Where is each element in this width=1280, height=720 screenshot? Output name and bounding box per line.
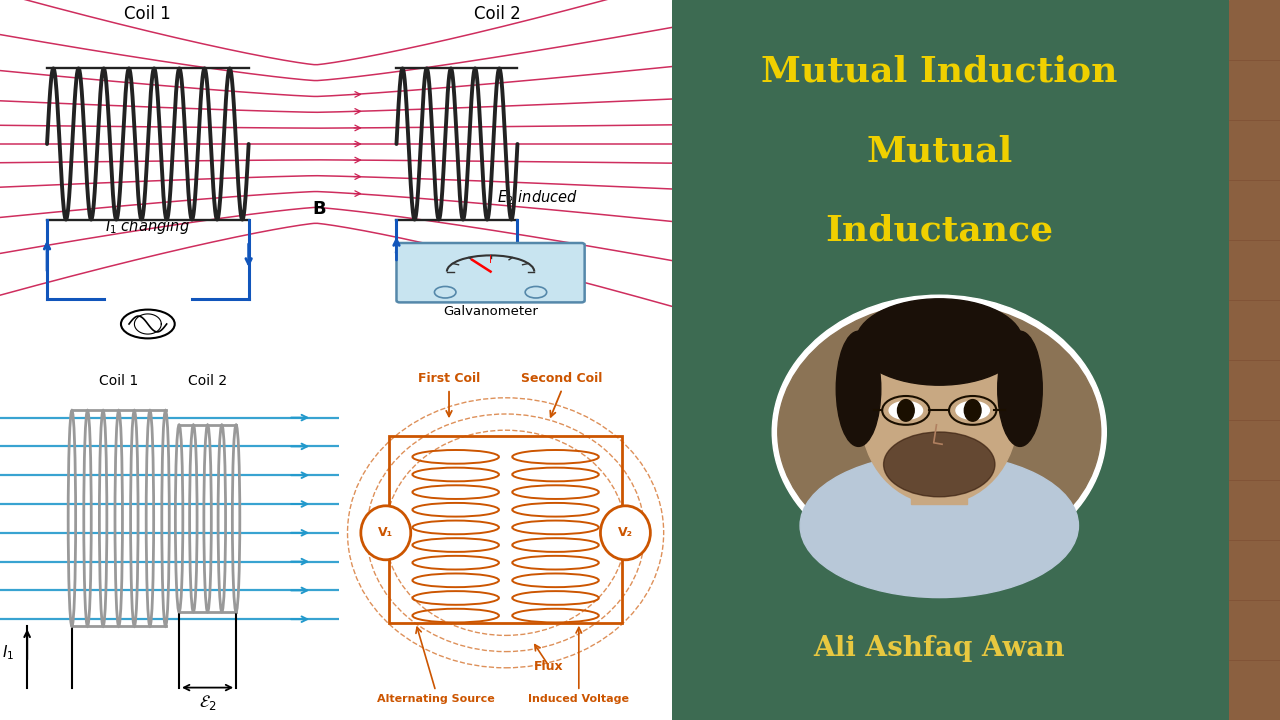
Text: Coil 2: Coil 2 <box>474 6 521 24</box>
Text: Mutual: Mutual <box>867 134 1012 168</box>
Text: Induced Voltage: Induced Voltage <box>529 694 630 704</box>
Text: Flux: Flux <box>534 660 563 672</box>
Circle shape <box>525 287 547 298</box>
Text: $I_1$ changing: $I_1$ changing <box>105 217 191 236</box>
Text: Mutual Induction: Mutual Induction <box>762 55 1117 89</box>
Text: B: B <box>312 199 326 217</box>
Ellipse shape <box>997 331 1042 446</box>
Circle shape <box>964 400 980 421</box>
Bar <box>911 432 968 504</box>
Ellipse shape <box>836 331 881 446</box>
Text: V₁: V₁ <box>378 526 393 539</box>
Ellipse shape <box>883 432 995 497</box>
Circle shape <box>434 287 456 298</box>
Text: Coil 2: Coil 2 <box>188 374 227 388</box>
Text: Coil 1: Coil 1 <box>99 374 138 388</box>
Bar <box>389 436 622 623</box>
Circle shape <box>361 505 411 560</box>
Text: Ali Ashfaq Awan: Ali Ashfaq Awan <box>814 634 1065 662</box>
Circle shape <box>600 505 650 560</box>
Ellipse shape <box>856 299 1023 385</box>
Ellipse shape <box>800 454 1079 598</box>
FancyBboxPatch shape <box>397 243 585 302</box>
Text: Alternating Source: Alternating Source <box>376 694 494 704</box>
Text: $I_1$: $I_1$ <box>3 643 14 662</box>
Ellipse shape <box>772 295 1106 569</box>
Text: $E_2$ induced: $E_2$ induced <box>497 189 579 207</box>
Ellipse shape <box>890 401 923 419</box>
Ellipse shape <box>861 331 1018 504</box>
Text: Coil 1: Coil 1 <box>124 6 172 24</box>
Text: Galvanometer: Galvanometer <box>443 305 538 318</box>
Text: I: I <box>489 255 492 264</box>
Text: V₂: V₂ <box>618 526 632 539</box>
Circle shape <box>897 400 914 421</box>
Ellipse shape <box>956 401 989 419</box>
Text: Second Coil: Second Coil <box>521 372 603 384</box>
Text: First Coil: First Coil <box>417 372 480 384</box>
Text: Inductance: Inductance <box>826 213 1053 248</box>
Ellipse shape <box>778 302 1101 562</box>
Text: $\mathcal{E}_2$: $\mathcal{E}_2$ <box>198 693 216 712</box>
